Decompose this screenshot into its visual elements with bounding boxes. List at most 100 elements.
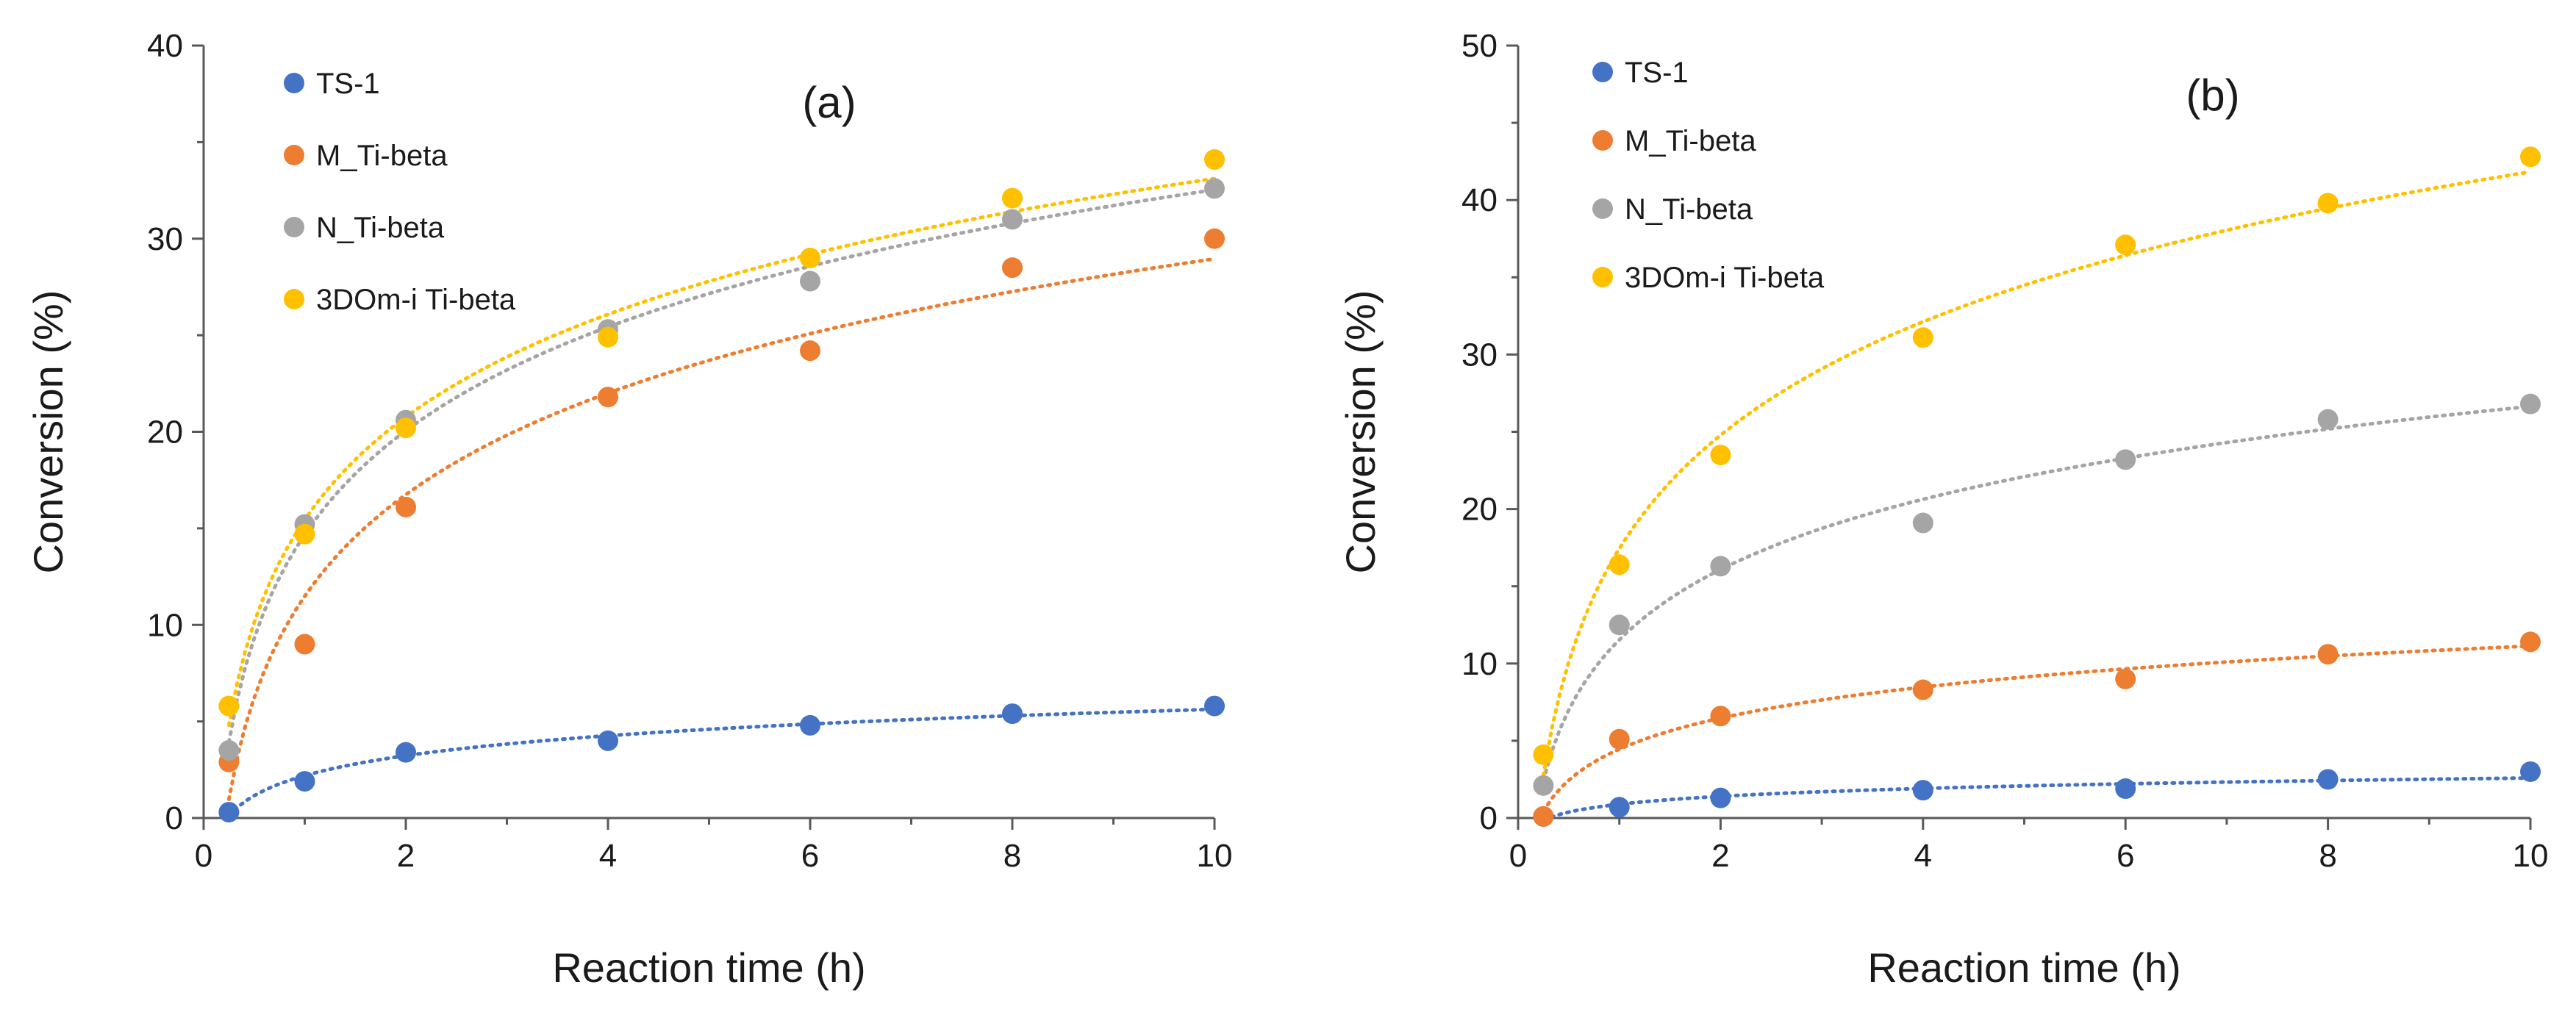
- data-point-m-ti-beta: [2115, 668, 2136, 689]
- legend-label-3dom-i-ti-beta: 3DOm-i Ti-beta: [316, 284, 516, 316]
- data-point-ts-1: [1002, 703, 1023, 725]
- data-point-m-ti-beta: [2317, 644, 2339, 665]
- y-tick-label: 40: [147, 28, 183, 64]
- legend-marker-3dom-i-ti-beta: [284, 289, 304, 309]
- y-axis-title: Conversion (%): [25, 290, 71, 574]
- data-point-m-ti-beta: [1533, 806, 1554, 827]
- data-point-3dom-i-ti-beta: [396, 417, 416, 439]
- data-point-n-ti-beta: [1912, 512, 1933, 534]
- trendline-3dom-i-ti-beta: [226, 176, 1217, 728]
- chart-panel-a: 0 10 20 30 40 0 2 4 6 8 10 Reaction time (h) Convers…: [25, 28, 1232, 991]
- data-point-ts-1: [294, 771, 315, 792]
- data-point-ts-1: [2520, 761, 2541, 782]
- data-point-3dom-i-ti-beta: [1609, 554, 1630, 575]
- data-point-3dom-i-ti-beta: [1533, 744, 1554, 765]
- legend-marker-ts-1: [284, 73, 304, 93]
- trendline-ts-1: [226, 707, 1217, 818]
- data-point-3dom-i-ti-beta: [1204, 149, 1225, 171]
- x-tick-label: 6: [2117, 838, 2134, 874]
- data-point-3dom-i-ti-beta: [598, 326, 618, 348]
- y-tick-label: 0: [1480, 800, 1498, 836]
- x-tick-label: 10: [1197, 838, 1233, 874]
- y-tick-label: 50: [1461, 28, 1498, 64]
- legend-marker-3dom-i-ti-beta: [1592, 267, 1613, 287]
- y-tick-label: 30: [147, 221, 183, 257]
- y-tick-label: 20: [1461, 492, 1498, 528]
- legend-label-3dom-i-ti-beta: 3DOm-i Ti-beta: [1625, 262, 1825, 294]
- trendline-3dom-i-ti-beta: [1541, 170, 2533, 778]
- data-point-m-ti-beta: [598, 387, 618, 408]
- data-point-m-ti-beta: [1912, 679, 1933, 700]
- data-point-n-ti-beta: [800, 270, 820, 292]
- x-axis-title: Reaction time (h): [552, 944, 865, 991]
- data-point-3dom-i-ti-beta: [2520, 146, 2541, 168]
- data-point-n-ti-beta: [1533, 775, 1554, 796]
- y-tick-label: 0: [165, 800, 183, 836]
- data-point-m-ti-beta: [1710, 706, 1731, 727]
- data-point-ts-1: [2317, 769, 2339, 790]
- y-axis-title: Conversion (%): [1337, 290, 1384, 574]
- legend-marker-n-ti-beta: [284, 217, 304, 237]
- data-point-3dom-i-ti-beta: [2317, 193, 2339, 214]
- data-point-n-ti-beta: [1204, 178, 1225, 199]
- data-point-3dom-i-ti-beta: [294, 523, 315, 545]
- x-tick-label: 4: [1914, 838, 1932, 874]
- data-point-ts-1: [1204, 695, 1225, 717]
- data-point-n-ti-beta: [1609, 614, 1630, 636]
- x-tick-label: 0: [195, 838, 212, 874]
- trendline-m-ti-beta: [226, 256, 1217, 801]
- x-tick-label: 6: [801, 838, 819, 874]
- legend-label-ts-1: TS-1: [316, 68, 380, 100]
- data-point-m-ti-beta: [2520, 631, 2541, 653]
- data-point-n-ti-beta: [1002, 209, 1023, 230]
- data-point-3dom-i-ti-beta: [800, 248, 820, 269]
- legend-label-m-ti-beta: M_Ti-beta: [316, 140, 448, 172]
- chart-panel-b: 0 10 20 30 40 50 0 2 4 6 8 10 Reaction time (h) Conve…: [1337, 28, 2548, 991]
- data-point-m-ti-beta: [1002, 257, 1023, 279]
- legend-marker-m-ti-beta: [1592, 130, 1613, 151]
- data-point-n-ti-beta: [218, 740, 240, 761]
- legend-label-ts-1: TS-1: [1625, 57, 1689, 89]
- data-point-ts-1: [1710, 787, 1731, 808]
- x-tick-label: 8: [1003, 838, 1021, 874]
- legend-label-m-ti-beta: M_Ti-beta: [1625, 125, 1756, 157]
- trendline-ts-1: [1541, 776, 2533, 820]
- data-point-3dom-i-ti-beta: [1710, 445, 1731, 466]
- data-point-ts-1: [1912, 780, 1933, 801]
- legend-label-n-ti-beta: N_Ti-beta: [316, 212, 445, 244]
- data-point-m-ti-beta: [800, 340, 820, 362]
- legend-label-n-ti-beta: N_Ti-beta: [1625, 193, 1753, 226]
- x-tick-label: 4: [599, 838, 617, 874]
- data-point-m-ti-beta: [1609, 728, 1630, 750]
- trendline-n-ti-beta: [1541, 404, 2533, 783]
- legend-marker-ts-1: [1592, 62, 1613, 82]
- data-point-ts-1: [2115, 778, 2136, 800]
- data-point-ts-1: [1609, 797, 1630, 818]
- panel-label: (a): [802, 78, 856, 127]
- data-point-3dom-i-ti-beta: [218, 695, 240, 717]
- data-point-m-ti-beta: [294, 634, 315, 655]
- data-point-ts-1: [800, 714, 820, 736]
- x-tick-label: 10: [2513, 838, 2549, 874]
- data-point-n-ti-beta: [2520, 393, 2541, 415]
- data-point-m-ti-beta: [1204, 228, 1225, 249]
- data-point-3dom-i-ti-beta: [1002, 187, 1023, 209]
- data-point-n-ti-beta: [1710, 556, 1731, 577]
- data-point-n-ti-beta: [2115, 449, 2136, 470]
- y-tick-label: 10: [147, 607, 183, 643]
- x-tick-label: 2: [1711, 838, 1729, 874]
- data-point-ts-1: [396, 742, 416, 763]
- trendline-m-ti-beta: [1541, 644, 2533, 814]
- data-point-ts-1: [218, 802, 240, 823]
- trendline-n-ti-beta: [226, 187, 1217, 745]
- x-axis-title: Reaction time (h): [1867, 944, 2180, 991]
- legend-marker-m-ti-beta: [284, 145, 304, 165]
- data-point-3dom-i-ti-beta: [2115, 234, 2136, 256]
- y-tick-label: 10: [1461, 646, 1498, 682]
- legend-marker-n-ti-beta: [1592, 198, 1613, 219]
- data-point-3dom-i-ti-beta: [1912, 327, 1933, 348]
- x-tick-label: 8: [2319, 838, 2336, 874]
- x-tick-label: 0: [1509, 838, 1527, 874]
- y-tick-label: 20: [147, 415, 183, 451]
